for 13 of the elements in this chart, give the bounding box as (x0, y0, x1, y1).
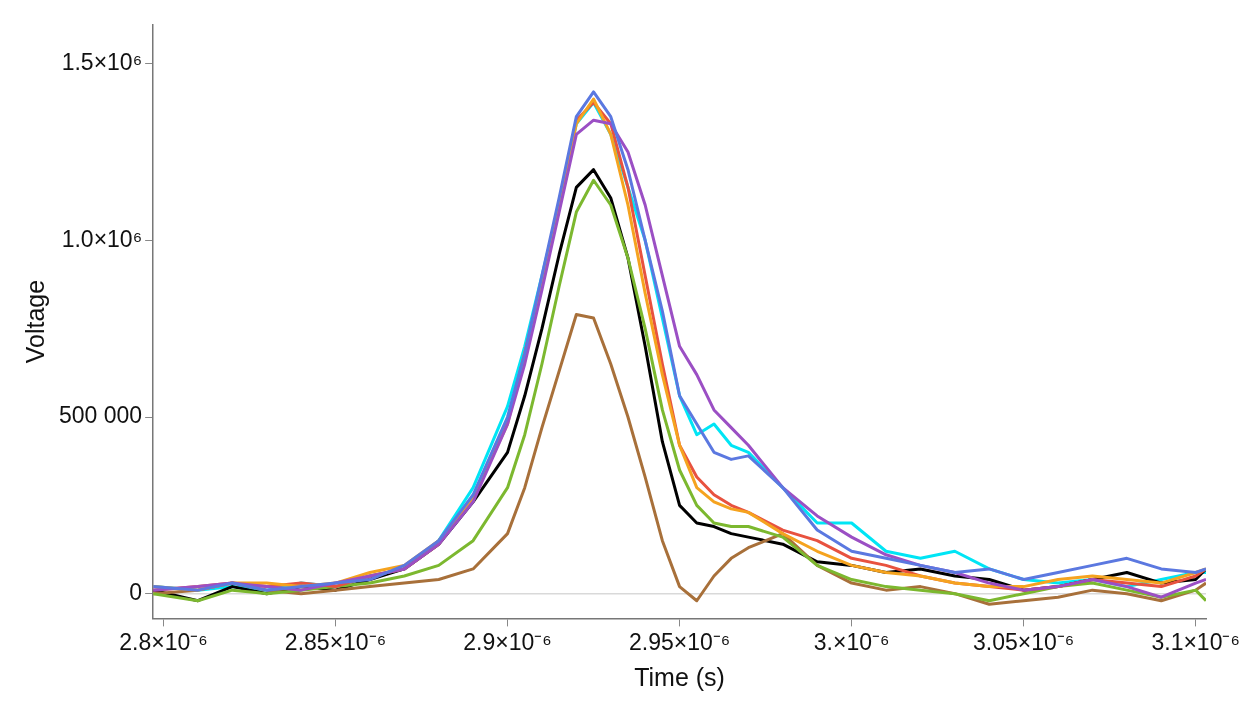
y-tick-label: 1.5×10⁶ (61, 49, 143, 76)
x-tick-label: 2.8×10⁻⁶ (119, 628, 208, 655)
x-tick-label: 3.05×10⁻⁶ (973, 628, 1075, 655)
x-tick-label: 2.9×10⁻⁶ (463, 628, 552, 655)
y-tick-label: 1.0×10⁶ (61, 225, 143, 252)
y-tick-label: 0 (129, 579, 143, 606)
y-tick-label: 500 000 (59, 402, 143, 429)
x-tick-label: 2.95×10⁻⁶ (628, 628, 731, 655)
y-axis-title: Voltage (20, 279, 49, 364)
x-tick-label: 2.85×10⁻⁶ (284, 628, 387, 655)
x-axis-title: Time (s) (634, 662, 725, 691)
x-tick-label: 3.1×10⁻⁶ (1151, 628, 1240, 655)
x-tick-label: 3.×10⁻⁶ (813, 628, 890, 655)
